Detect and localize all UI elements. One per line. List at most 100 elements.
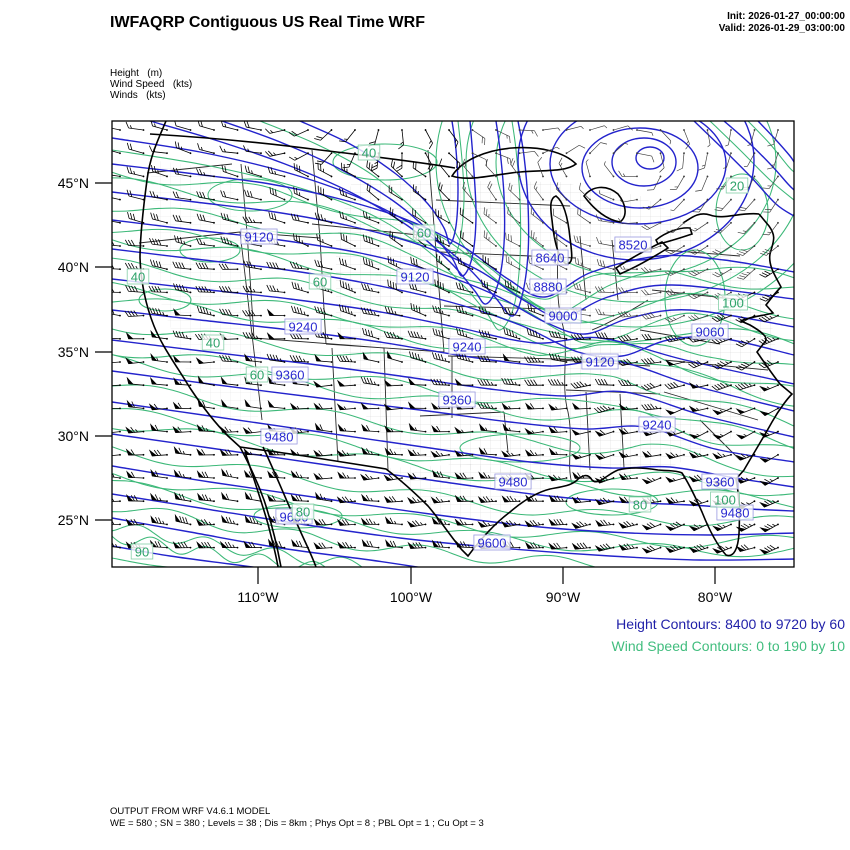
wind-barb bbox=[510, 158, 521, 178]
wind-barb bbox=[125, 285, 145, 294]
wind-barbs-layer bbox=[112, 121, 779, 555]
wind-barb bbox=[594, 497, 615, 506]
wind-barb bbox=[336, 449, 356, 457]
wind-barb bbox=[759, 544, 779, 555]
wind-barb bbox=[366, 160, 380, 178]
height-contour-label: 8520 bbox=[619, 238, 648, 253]
wind-barb bbox=[571, 521, 591, 529]
wind-barb bbox=[196, 448, 215, 456]
wind-barb bbox=[735, 382, 756, 391]
wind-barb bbox=[712, 430, 732, 440]
wind-barb bbox=[196, 541, 215, 549]
wind-barb bbox=[126, 399, 145, 410]
wind-barb bbox=[598, 190, 615, 201]
height-contour-label-box bbox=[494, 473, 532, 490]
wind-barb bbox=[462, 181, 474, 201]
wind-contour-label-box bbox=[245, 366, 269, 383]
wind-barb bbox=[477, 355, 497, 363]
lat-tick-label: 35°N bbox=[58, 344, 89, 360]
wind-barb bbox=[735, 337, 756, 348]
wind-barb bbox=[527, 303, 544, 317]
wind-barb bbox=[528, 256, 544, 271]
wind-barb bbox=[151, 165, 168, 178]
wind-barb bbox=[758, 336, 779, 345]
wind-barb bbox=[243, 260, 262, 271]
wind-barb bbox=[243, 540, 262, 549]
wind-contour-label: 20 bbox=[730, 179, 744, 194]
wind-contour-label-box bbox=[628, 496, 652, 513]
height-contour-label: 9000 bbox=[549, 309, 578, 324]
wind-barb bbox=[148, 403, 168, 411]
wind-barb bbox=[457, 256, 474, 271]
wind-barb bbox=[455, 282, 474, 294]
wind-barb bbox=[548, 518, 568, 526]
wind-barb bbox=[478, 329, 497, 340]
wind-barb bbox=[360, 402, 380, 410]
wind-barb bbox=[412, 184, 427, 201]
wind-barb bbox=[665, 452, 685, 459]
wind-barb bbox=[412, 161, 427, 178]
wind-barb bbox=[150, 423, 168, 433]
wind-barb bbox=[618, 543, 638, 551]
wind-barb bbox=[267, 399, 286, 410]
wind-barb bbox=[688, 523, 709, 532]
wind-barb bbox=[665, 245, 685, 255]
wind-barb bbox=[636, 152, 655, 163]
wind-barb bbox=[219, 425, 239, 433]
wind-contour-label-box bbox=[130, 543, 154, 560]
wind-barb bbox=[618, 379, 638, 387]
wind-barb bbox=[220, 236, 239, 247]
wind-barb bbox=[462, 158, 474, 178]
wind-barb bbox=[698, 152, 709, 171]
wind-barb bbox=[555, 182, 568, 201]
wind-barb bbox=[408, 282, 427, 294]
wind-barb bbox=[406, 520, 427, 528]
wind-barb bbox=[337, 541, 356, 549]
footer-model-line: OUTPUT FROM WRF V4.6.1 MODEL bbox=[110, 806, 270, 817]
wind-barb bbox=[196, 191, 215, 201]
wind-barb bbox=[150, 468, 168, 479]
wind-barb bbox=[221, 491, 239, 503]
wind-barb bbox=[712, 407, 732, 415]
wind-barb bbox=[125, 448, 145, 456]
wind-barb bbox=[439, 158, 450, 178]
wind-barb bbox=[220, 212, 239, 224]
wind-barb bbox=[713, 221, 732, 234]
wind-barb bbox=[665, 476, 685, 483]
wind-barb bbox=[589, 142, 608, 155]
wind-barb bbox=[688, 451, 709, 459]
wind-barb bbox=[313, 542, 333, 550]
wind-barb bbox=[712, 452, 732, 460]
wind-barb bbox=[124, 310, 145, 317]
wind-barb bbox=[172, 214, 192, 224]
wind-barb bbox=[459, 230, 474, 247]
wind-barb bbox=[448, 129, 459, 149]
wind-barb bbox=[692, 198, 709, 213]
wind-barb bbox=[313, 380, 333, 388]
wind-barb bbox=[571, 453, 591, 460]
wind-barb bbox=[669, 175, 685, 190]
wind-barb bbox=[483, 230, 497, 247]
height-contour-label-box bbox=[396, 268, 434, 285]
wind-barb bbox=[595, 519, 615, 527]
wind-barb bbox=[712, 545, 732, 554]
wind-barb bbox=[502, 423, 521, 433]
wind-barb bbox=[548, 447, 568, 456]
wind-barb bbox=[172, 355, 192, 363]
wind-barb bbox=[759, 499, 779, 508]
wind-barb bbox=[172, 541, 192, 549]
wind-barb bbox=[525, 402, 544, 410]
wind-barb bbox=[431, 352, 450, 363]
wind-barb bbox=[524, 449, 544, 457]
wind-barb bbox=[503, 327, 521, 340]
wind-barb bbox=[221, 164, 239, 178]
wind-barb bbox=[434, 279, 450, 294]
height-contour-label-box bbox=[531, 249, 569, 266]
wind-barb bbox=[548, 542, 568, 550]
height-contour-label: 8880 bbox=[534, 280, 563, 295]
wind-barb bbox=[759, 523, 779, 533]
wind-barb bbox=[112, 121, 121, 131]
wind-barb bbox=[288, 152, 309, 161]
wind-barb bbox=[197, 143, 215, 155]
wind-barb bbox=[641, 333, 662, 341]
